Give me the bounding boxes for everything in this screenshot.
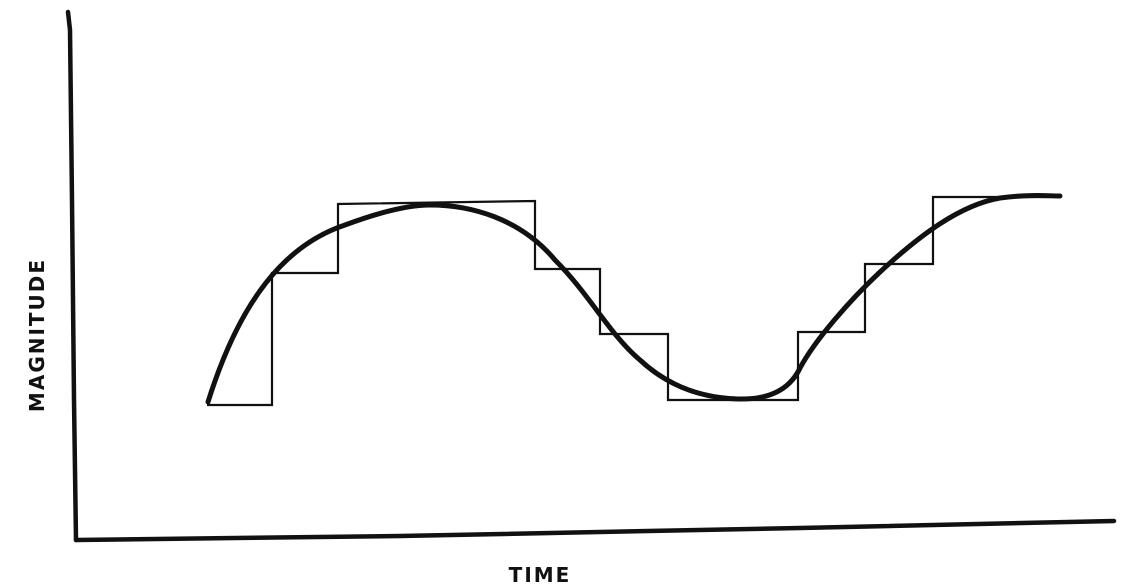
y-axis xyxy=(65,9,79,543)
analog-signal-curve xyxy=(205,193,1063,405)
quantized-staircase xyxy=(207,195,1060,407)
x-axis-label: TIME xyxy=(509,563,572,587)
x-axis xyxy=(73,518,1117,543)
y-axis-label: MAGNITUDE xyxy=(25,258,49,412)
